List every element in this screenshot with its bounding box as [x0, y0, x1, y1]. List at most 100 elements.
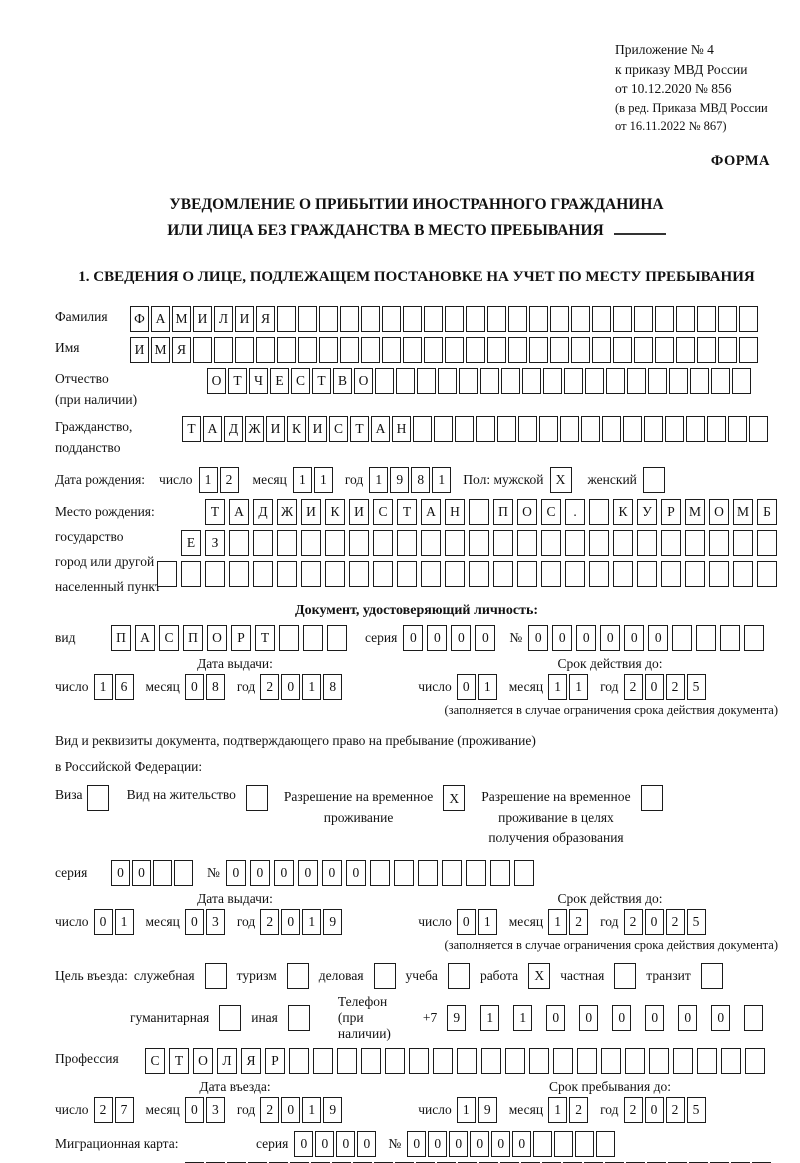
char-cell — [277, 336, 296, 363]
char-cell — [744, 625, 765, 651]
char-cell — [349, 561, 369, 587]
char-cell — [501, 367, 520, 394]
temp-permit-checkbox: X — [443, 785, 466, 812]
char-cell: . — [565, 499, 585, 525]
char-cell — [745, 1048, 765, 1075]
char-cell — [739, 305, 758, 332]
char-cell — [565, 561, 585, 587]
char-cell — [397, 561, 417, 587]
char-cell — [589, 530, 609, 556]
month-label: месяц — [252, 472, 287, 487]
char-cell — [403, 336, 422, 363]
char-cell — [417, 860, 438, 887]
char-cell: 9 — [323, 1097, 343, 1124]
char-cell — [744, 1005, 764, 1032]
char-cell — [469, 530, 489, 556]
form-label: ФОРМА — [710, 152, 770, 169]
char-cell: А — [203, 415, 222, 442]
char-cell — [253, 561, 273, 587]
char-cell: Е — [181, 530, 201, 556]
char-cell — [465, 860, 486, 887]
char-cell — [690, 367, 709, 394]
char-cell — [313, 1048, 333, 1075]
birth-place-label: Место рождения: государство город или др… — [55, 504, 161, 594]
char-cell — [533, 1131, 553, 1158]
char-cell — [554, 1131, 574, 1158]
char-cell — [174, 860, 193, 887]
char-cell — [369, 860, 390, 887]
purpose-tourism-label: туризм — [236, 968, 277, 984]
char-cell: 0 — [93, 909, 113, 936]
char-cell — [214, 336, 233, 363]
char-cell: 2 — [93, 1097, 113, 1124]
char-cell: 5 — [686, 1097, 706, 1124]
char-cell — [301, 530, 321, 556]
char-cell: 0 — [546, 1005, 566, 1032]
char-cell: Я — [172, 336, 191, 363]
char-cell — [697, 305, 716, 332]
char-cell: 1 — [477, 674, 497, 700]
char-cell: 0 — [612, 1005, 632, 1032]
char-cell: 9 — [447, 1005, 467, 1032]
char-cell: 2 — [623, 909, 643, 936]
char-cell: Ч — [249, 367, 268, 394]
char-cell: 1 — [432, 467, 452, 493]
sex-female-label: женский — [587, 472, 637, 487]
char-cell: К — [287, 415, 306, 442]
char-cell — [325, 561, 345, 587]
char-cell — [424, 336, 443, 363]
char-cell: М — [685, 499, 705, 525]
char-cell — [711, 367, 730, 394]
residence-permit-label: Вид на жительство — [126, 787, 236, 803]
residence-expiry-heading: Срок действия до: — [557, 891, 663, 907]
char-cell: 0 — [184, 1097, 204, 1124]
char-cell: О — [709, 499, 729, 525]
char-cell: А — [151, 305, 170, 332]
migration-card-label: Миграционная карта: — [55, 1136, 179, 1152]
phone-label: Телефон (при наличии) — [337, 994, 391, 1042]
char-cell: 0 — [132, 860, 151, 887]
char-cell: Н — [445, 499, 465, 525]
char-cell — [613, 305, 632, 332]
char-cell: 1 — [302, 1097, 322, 1124]
char-cell: 0 — [449, 1131, 469, 1158]
char-cell: 1 — [302, 674, 322, 700]
char-cell — [235, 336, 254, 363]
char-cell: 1 — [292, 467, 312, 493]
char-cell: 1 — [93, 674, 113, 700]
char-cell — [685, 530, 705, 556]
char-cell: С — [541, 499, 561, 525]
purpose-business-label: деловая — [318, 968, 364, 984]
char-cell — [205, 561, 225, 587]
char-cell: Т — [350, 415, 369, 442]
char-cell — [157, 561, 177, 587]
expiry-note: (заполняется в случае ограничения срока … — [444, 703, 778, 717]
char-cell: 1 — [456, 1097, 476, 1124]
char-cell — [676, 336, 695, 363]
char-cell: А — [229, 499, 249, 525]
char-cell — [728, 415, 747, 442]
char-cell — [550, 305, 569, 332]
char-cell: 0 — [528, 625, 549, 651]
char-cell: 0 — [111, 860, 130, 887]
char-cell — [459, 367, 478, 394]
char-cell — [560, 415, 579, 442]
